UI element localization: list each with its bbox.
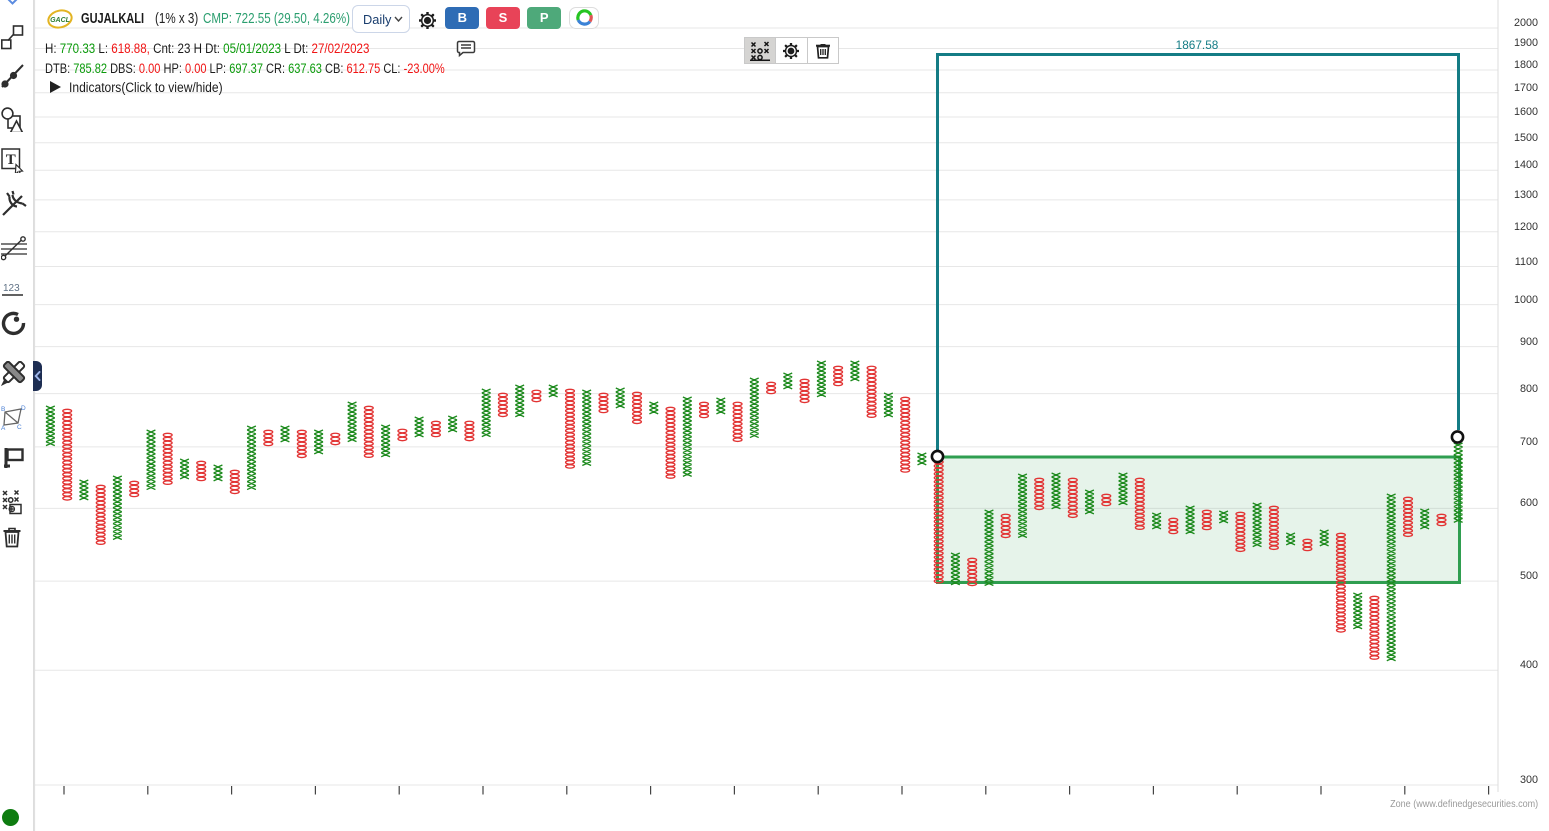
svg-text:1100: 1100 — [1515, 256, 1538, 268]
svg-text:T: T — [6, 152, 16, 168]
svg-text:A: A — [1, 425, 6, 431]
svg-text:1600: 1600 — [1514, 106, 1538, 118]
svg-text:500: 500 — [1520, 570, 1538, 582]
svg-text:800: 800 — [1520, 383, 1538, 395]
svg-text:1900: 1900 — [1514, 37, 1538, 49]
svg-text:123: 123 — [3, 283, 20, 294]
svg-text:D: D — [21, 405, 26, 412]
svg-text:1300: 1300 — [1514, 189, 1538, 201]
svg-text:C: C — [17, 424, 22, 431]
svg-text:900: 900 — [1520, 336, 1538, 348]
svg-text:B: B — [1, 406, 5, 413]
svg-text:1700: 1700 — [1514, 82, 1538, 94]
svg-text:1400: 1400 — [1514, 159, 1538, 171]
svg-text:600: 600 — [1520, 497, 1538, 509]
svg-text:700: 700 — [1520, 436, 1538, 448]
svg-text:2000: 2000 — [1514, 17, 1538, 29]
svg-text:400: 400 — [1520, 659, 1538, 671]
svg-text:1500: 1500 — [1514, 132, 1538, 144]
svg-text:1867.58: 1867.58 — [1176, 38, 1219, 52]
svg-text:300: 300 — [1520, 774, 1538, 786]
svg-text:1800: 1800 — [1514, 59, 1538, 71]
svg-text:GACL: GACL — [50, 17, 70, 24]
svg-text:1000: 1000 — [1514, 294, 1538, 306]
svg-text:1200: 1200 — [1514, 221, 1538, 233]
